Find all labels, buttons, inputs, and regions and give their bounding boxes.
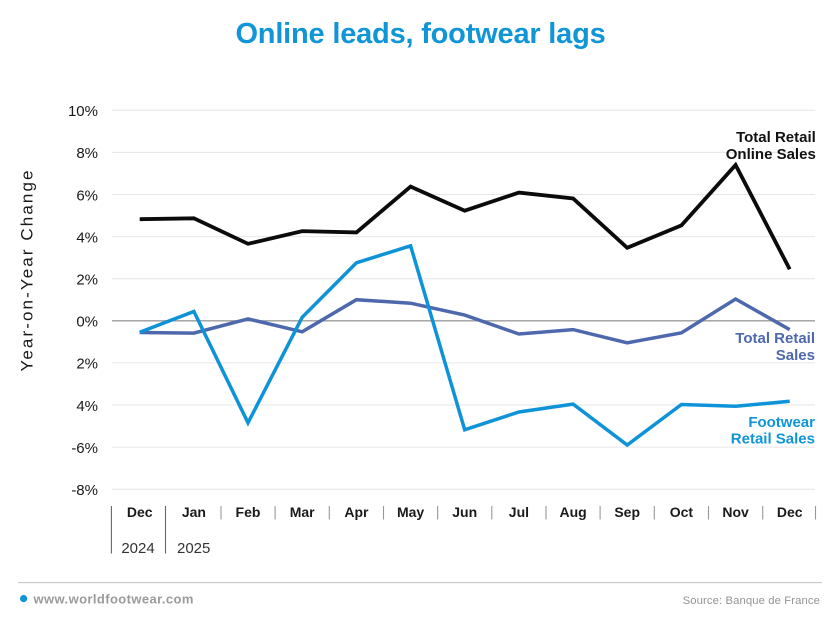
svg-text:Footwear: Footwear — [748, 414, 815, 431]
svg-text:Dec: Dec — [127, 504, 153, 520]
svg-text:Feb: Feb — [236, 504, 261, 520]
svg-text:0%: 0% — [76, 314, 98, 331]
svg-text:Aug: Aug — [559, 504, 586, 520]
svg-text:4%: 4% — [76, 229, 98, 246]
svg-text:2024: 2024 — [121, 540, 154, 557]
svg-text:4%: 4% — [76, 398, 98, 415]
svg-text:Jul: Jul — [509, 504, 529, 520]
svg-text:Jan: Jan — [182, 504, 206, 520]
svg-text:-6%: -6% — [71, 440, 98, 457]
svg-text:Total Retail: Total Retail — [735, 330, 815, 347]
svg-text:May: May — [397, 504, 424, 520]
svg-text:2%: 2% — [76, 272, 98, 289]
svg-text:Oct: Oct — [670, 504, 694, 520]
svg-text:Year-on-Year Change: Year-on-Year Change — [17, 168, 36, 371]
svg-text:Dec: Dec — [777, 504, 803, 520]
svg-text:2%: 2% — [76, 356, 98, 373]
svg-text:6%: 6% — [76, 187, 98, 204]
svg-text:Source: Banque de France: Source: Banque de France — [683, 595, 820, 607]
svg-text:Jun: Jun — [452, 504, 477, 520]
svg-text:Sep: Sep — [614, 504, 640, 520]
svg-text:8%: 8% — [76, 145, 98, 162]
svg-text:Total Retail: Total Retail — [736, 129, 816, 146]
svg-text:Mar: Mar — [290, 504, 315, 520]
svg-text:Online leads, footwear lags: Online leads, footwear lags — [235, 18, 605, 50]
svg-text:Apr: Apr — [344, 504, 369, 520]
svg-text:2025: 2025 — [177, 540, 210, 557]
svg-text:10%: 10% — [68, 103, 98, 120]
svg-text:Nov: Nov — [722, 504, 749, 520]
svg-text:Sales: Sales — [776, 347, 815, 364]
svg-text:-8%: -8% — [71, 482, 98, 499]
svg-text:Retail Sales: Retail Sales — [731, 430, 815, 447]
svg-text:Online Sales: Online Sales — [726, 146, 816, 163]
svg-text:www.worldfootwear.com: www.worldfootwear.com — [33, 592, 194, 607]
